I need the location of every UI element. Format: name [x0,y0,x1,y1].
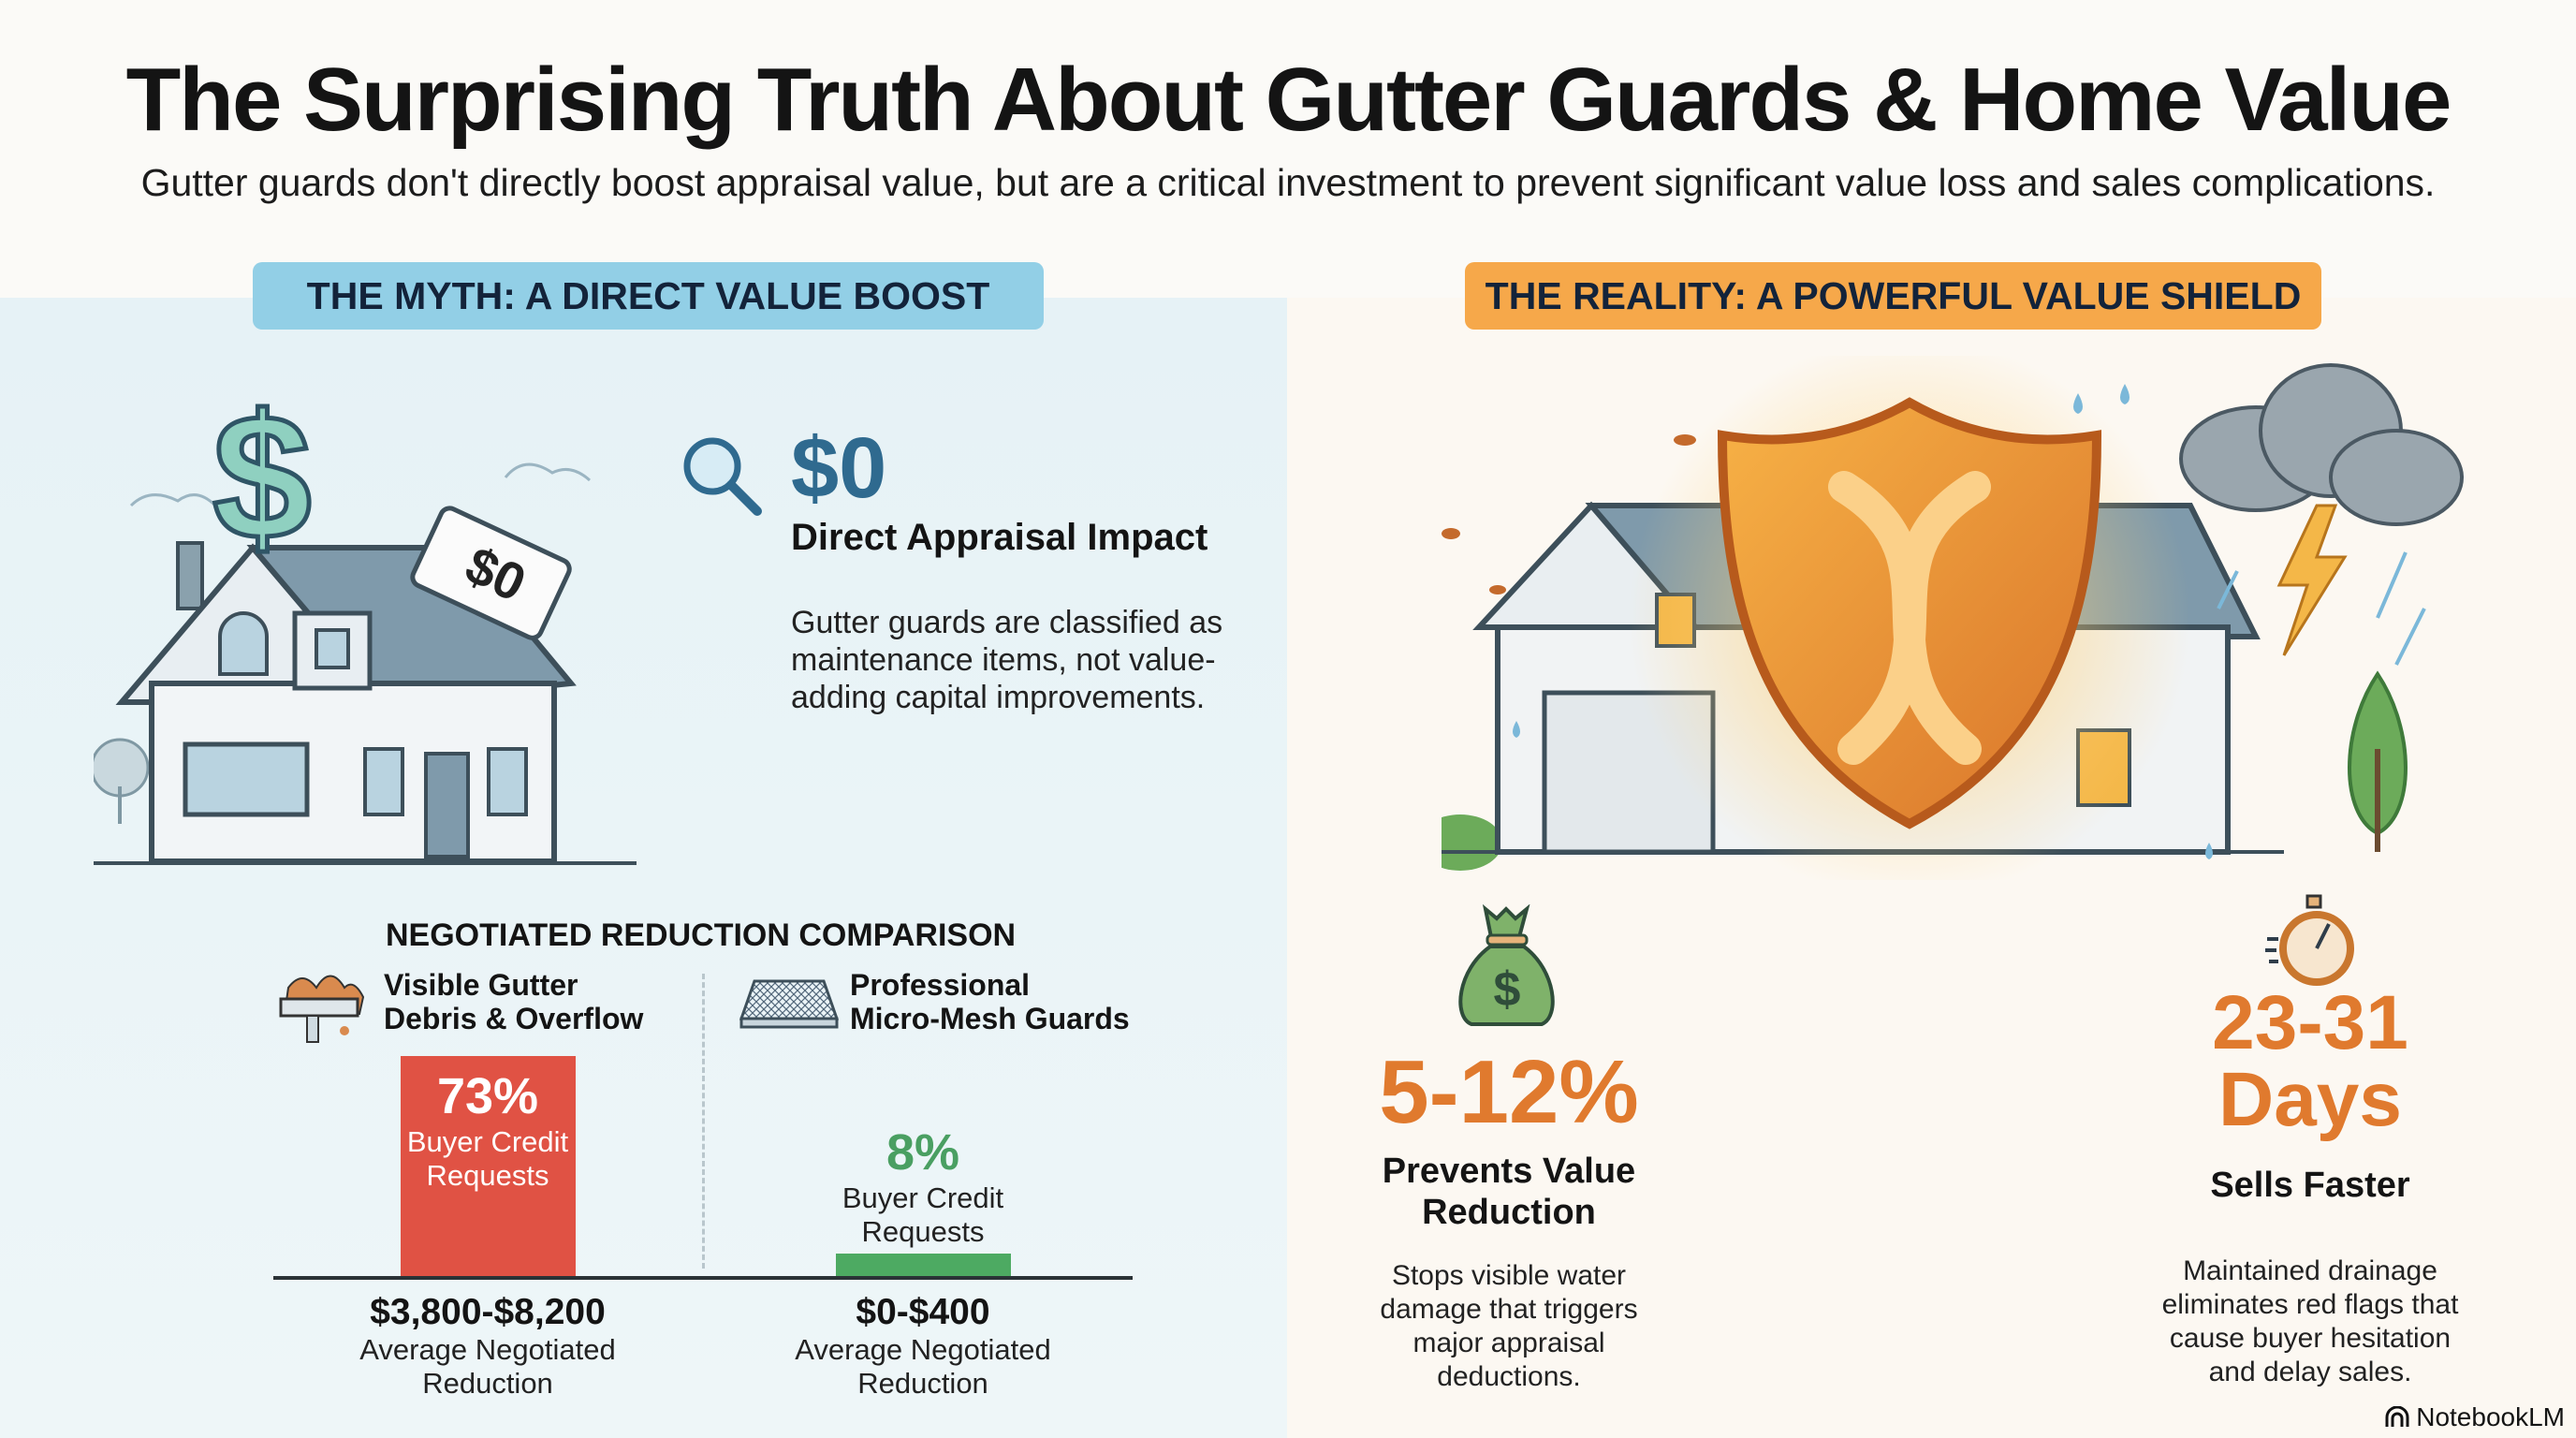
category-label-debris: Visible Gutter Debris & Overflow [384,968,643,1035]
stat-heading-line: Reduction [1422,1193,1596,1232]
range-caption: Average Negotiated [359,1333,616,1366]
stat-sells-faster: 23-31 Days Sells Faster Maintained drain… [2076,985,2544,1389]
category-line: Professional [850,968,1031,1002]
chart-baseline [273,1276,1133,1280]
range-caption: Reduction [857,1367,988,1400]
stat-heading: Prevents Value Reduction [1275,1151,1743,1233]
notebooklm-logo-icon [2385,1406,2409,1427]
bar-debris [401,1055,576,1278]
range-value: $3,800-$8,200 [370,1292,606,1332]
shield-house-storm-illustration [1442,356,2464,880]
stat-heading-line: Prevents Value [1382,1152,1636,1191]
myth-panel [0,298,1287,1438]
range-caption: Average Negotiated [795,1333,1051,1366]
house-with-dollar-illustration: $ $0 [94,376,637,865]
stat-number: 23-31 [2212,980,2408,1065]
stopwatch-icon [2265,894,2354,986]
comparison-divider [702,974,705,1269]
bar-label-mesh: 8% Buyer Credit Requests [801,1123,1045,1249]
svg-text:$: $ [1494,962,1521,1017]
bar-caption: Buyer Credit [406,1125,569,1158]
myth-heading: THE MYTH: A DIRECT VALUE BOOST [253,262,1044,330]
bar-caption: Buyer Credit [842,1181,1004,1214]
page-subtitle: Gutter guards don't directly boost appra… [140,161,2436,204]
bar-mesh [836,1254,1011,1278]
appraisal-impact-description: Gutter guards are classified as maintena… [791,605,1223,715]
magnifier-icon [683,437,762,516]
range-mesh: $0-$400 Average Negotiated Reduction [726,1292,1120,1401]
bar-value-label: 73% [436,1068,539,1124]
category-line: Micro-Mesh Guards [850,1002,1130,1035]
reality-heading: THE REALITY: A POWERFUL VALUE SHIELD [1465,262,2321,330]
brand-mark: NotebookLM [2384,1402,2565,1432]
page-title: The Surprising Truth About Gutter Guards… [125,50,2452,150]
stat-value-reduction: 5-12% Prevents Value Reduction Stops vis… [1275,1044,1743,1394]
bar-caption: Requests [426,1159,549,1192]
clogged-gutter-icon [279,975,365,1043]
comparison-title: NEGOTIATED REDUCTION COMPARISON [386,917,1017,953]
bar-value-label: 8% [886,1124,960,1181]
range-caption: Reduction [422,1367,553,1400]
range-debris: $3,800-$8,200 Average Negotiated Reducti… [291,1292,684,1401]
svg-text:$: $ [212,378,312,577]
bar-label-debris: 73% Buyer Credit Requests [366,1067,609,1193]
category-line: Visible Gutter [384,968,578,1002]
stat-description: Stops visible water damage that triggers… [1380,1260,1638,1392]
category-label-mesh: Professional Micro-Mesh Guards [850,968,1130,1035]
bar-caption: Requests [861,1215,985,1248]
range-value: $0-$400 [856,1292,990,1332]
appraisal-impact-label: Direct Appraisal Impact [791,517,1208,558]
appraisal-impact-value: $0 [791,420,887,516]
stat-heading: Sells Faster [2210,1166,2410,1205]
money-bag-icon: $ [1458,904,1555,1026]
stat-description: Maintained drainage eliminates red flags… [2161,1255,2459,1387]
brand-name: NotebookLM [2416,1402,2565,1431]
stat-number: 5-12% [1379,1042,1639,1142]
micro-mesh-icon [739,979,840,1029]
stat-number-unit: Days [2217,1057,2403,1142]
category-line: Debris & Overflow [384,1002,644,1035]
